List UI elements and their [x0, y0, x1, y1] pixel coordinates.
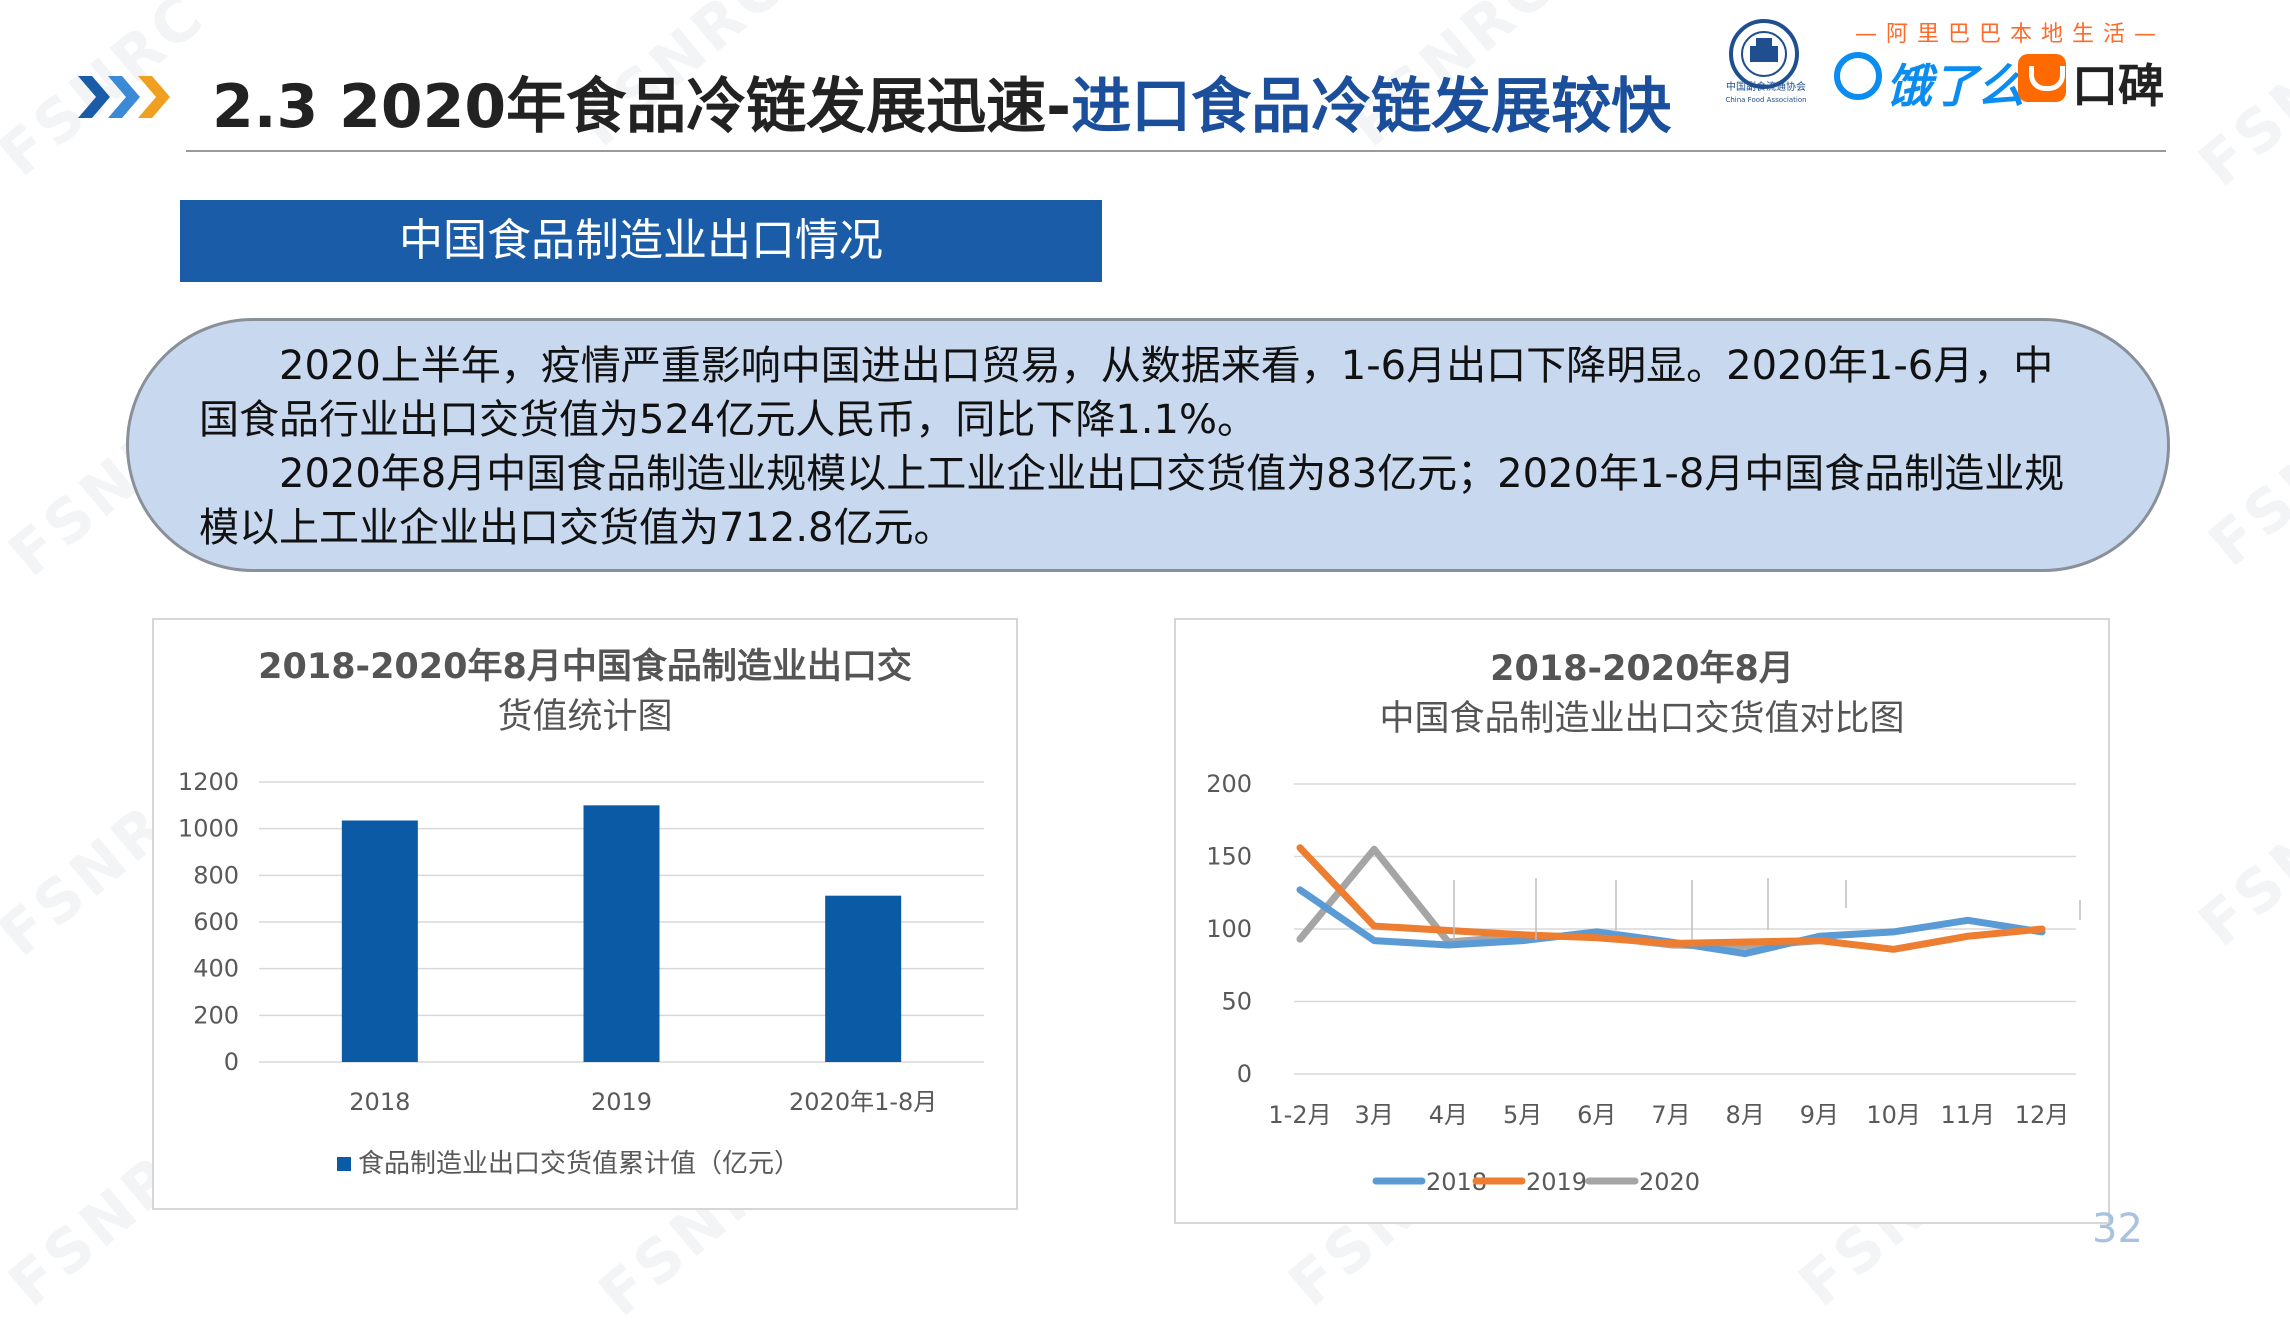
association-name: 中国副食流通协会 China Food Association — [1725, 82, 1807, 104]
line-chart-title: 2018-2020年8月 中国食品制造业出口交货值对比图 — [1379, 649, 1905, 739]
line-legend-label: 2020 — [1639, 1168, 1700, 1196]
line-y-tick-label: 150 — [1206, 843, 1252, 871]
line-x-tick-label: 9月 — [1800, 1101, 1839, 1129]
summary-bubble: 2020上半年，疫情严重影响中国进出口贸易，从数据来看，1-6月出口下降明显。2… — [126, 318, 2170, 572]
bar-chart-title: 2018-2020年8月中国食品制造业出口交 货值统计图 — [258, 647, 912, 737]
line-x-tick-label: 1-2月 — [1268, 1101, 1331, 1129]
line-chart: 0501001502001-2月3月4月5月6月7月8月9月10月11月12月1… — [1206, 770, 2081, 1196]
bar-y-tick-label: 800 — [193, 861, 239, 889]
line-y-tick-label: 100 — [1206, 915, 1252, 943]
koubei-smile-icon — [2018, 54, 2066, 102]
bar-chart-card: 2018-2020年8月中国食品制造业出口交 货值统计图 0 200 400 600 8… — [152, 618, 1018, 1210]
bar-y-tick-label: 1000 — [178, 815, 239, 843]
line-x-tick-label: 10月 — [1866, 1101, 1921, 1129]
line-x-tick-label: 8月 — [1726, 1101, 1765, 1129]
bar-y-tick-label: 0 — [224, 1048, 239, 1076]
summary-paragraph-2: 2020年8月中国食品制造业规模以上工业企业出口交货值为83亿元；2020年1-… — [199, 451, 2065, 551]
line-x-tick-label: 7月 — [1651, 1101, 1690, 1129]
bar — [825, 895, 902, 1062]
eleme-e-icon — [1834, 52, 1882, 100]
bar-x-tick-label: 2019 — [591, 1088, 652, 1116]
association-logo-icon — [1729, 19, 1799, 89]
bar — [341, 820, 418, 1062]
line-y-tick-label: 50 — [1221, 988, 1252, 1016]
watermark: FSNRC — [2186, 0, 2290, 201]
bar-y-tick-label: 200 — [193, 1001, 239, 1029]
line-series-2019 — [1296, 844, 2046, 953]
line-x-tick-label: 12月 — [2015, 1101, 2070, 1129]
chevrons-icon — [78, 76, 170, 118]
section-label: 中国食品制造业出口情况 — [180, 200, 1102, 282]
line-x-tick-label: 11月 — [1941, 1101, 1996, 1129]
bar — [583, 805, 660, 1062]
header-divider — [186, 150, 2166, 152]
bar-chart: 0 200 400 600 800 1000 1200 2018 2019 2020年1-8月食品… — [178, 768, 984, 1179]
page-number: 32 — [2092, 1206, 2143, 1252]
bar-legend-swatch — [337, 1157, 351, 1171]
line-x-tick-label: 4月 — [1429, 1101, 1468, 1129]
line-legend-label: 2019 — [1526, 1168, 1587, 1196]
bar-y-tick-label: 600 — [193, 908, 239, 936]
watermark: FSNRC — [2196, 369, 2290, 581]
bar-x-tick-label: 2018 — [349, 1088, 410, 1116]
page-title: 2.3 2020年食品冷链发展迅速-进口食品冷链发展较快 — [212, 72, 1672, 142]
bar-x-tick-label: 2020年1-8月 — [789, 1088, 937, 1116]
line-series-2020 — [1296, 845, 1823, 950]
summary-paragraph-1: 2020上半年，疫情严重影响中国进出口贸易，从数据来看，1-6月出口下降明显。2… — [199, 343, 2054, 443]
bar-legend-label: 食品制造业出口交货值累计值（亿元） — [358, 1149, 800, 1179]
bar-y-tick-label: 1200 — [178, 768, 239, 796]
line-y-tick-label: 200 — [1206, 770, 1252, 798]
bar-y-tick-label: 400 — [193, 955, 239, 983]
line-chart-card: 2018-2020年8月 中国食品制造业出口交货值对比图 0 50 100 150 20… — [1174, 618, 2110, 1224]
line-x-tick-label: 3月 — [1355, 1101, 1394, 1129]
line-x-tick-label: 5月 — [1503, 1101, 1542, 1129]
line-x-tick-label: 6月 — [1577, 1101, 1616, 1129]
koubei-logo-text: 口碑 — [2072, 59, 2164, 113]
watermark: FSNRC — [2186, 749, 2290, 961]
line-y-tick-label: 0 — [1237, 1060, 1252, 1088]
logo-tagline: — 阿 里 巴 巴 本 地 生 活 — — [1855, 22, 2157, 47]
